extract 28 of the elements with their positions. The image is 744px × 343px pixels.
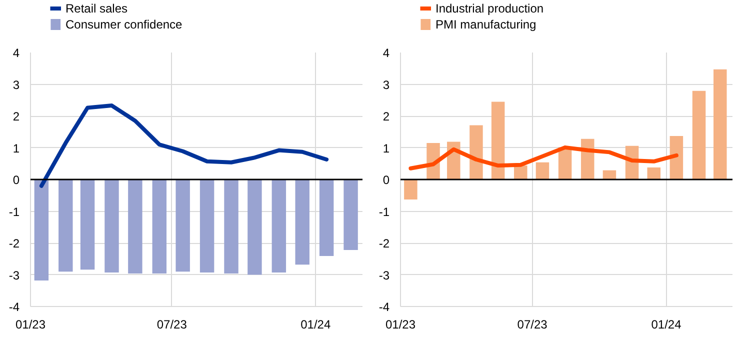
y-tick-label: 4 <box>382 46 390 60</box>
x-tick-label: 07/23 <box>517 318 548 332</box>
y-tick-label: 1 <box>382 141 390 156</box>
legend-label: PMI manufacturing <box>435 18 536 32</box>
y-tick-label: 3 <box>382 78 390 92</box>
legend-label: Retail sales <box>65 2 128 16</box>
x-tick-label: 01/24 <box>651 318 682 332</box>
legend-label: Consumer confidence <box>65 18 183 32</box>
y-tick-label: 2 <box>382 110 390 124</box>
y-tick-label: -2 <box>8 236 20 250</box>
y-tick-label: 2 <box>12 110 20 124</box>
legend-label: Industrial production <box>435 2 544 16</box>
y-tick-label: -2 <box>378 236 390 250</box>
y-tick-label: -4 <box>8 300 20 314</box>
y-tick-label: -3 <box>8 268 20 282</box>
y-tick-label: -3 <box>378 268 390 282</box>
y-tick-label: 1 <box>12 141 20 156</box>
x-tick-label: 01/24 <box>300 318 331 332</box>
y-tick-label: 0 <box>382 173 390 187</box>
y-tick-label: 0 <box>12 173 20 187</box>
y-tick-label: -1 <box>8 204 20 219</box>
y-tick-label: -4 <box>378 300 390 314</box>
y-tick-label: -1 <box>378 204 390 219</box>
x-tick-label: 01/23 <box>15 318 46 332</box>
y-tick-label: 3 <box>12 78 20 92</box>
y-tick-label: 4 <box>12 46 20 60</box>
x-tick-label: 07/23 <box>156 318 188 332</box>
x-tick-label: 01/23 <box>385 318 416 332</box>
